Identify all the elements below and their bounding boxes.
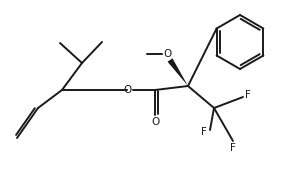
Text: F: F: [230, 143, 236, 153]
Text: F: F: [245, 90, 251, 100]
Text: O: O: [164, 49, 172, 59]
Text: O: O: [123, 85, 131, 95]
Text: F: F: [201, 127, 207, 137]
Polygon shape: [168, 58, 188, 86]
Text: O: O: [151, 117, 159, 127]
